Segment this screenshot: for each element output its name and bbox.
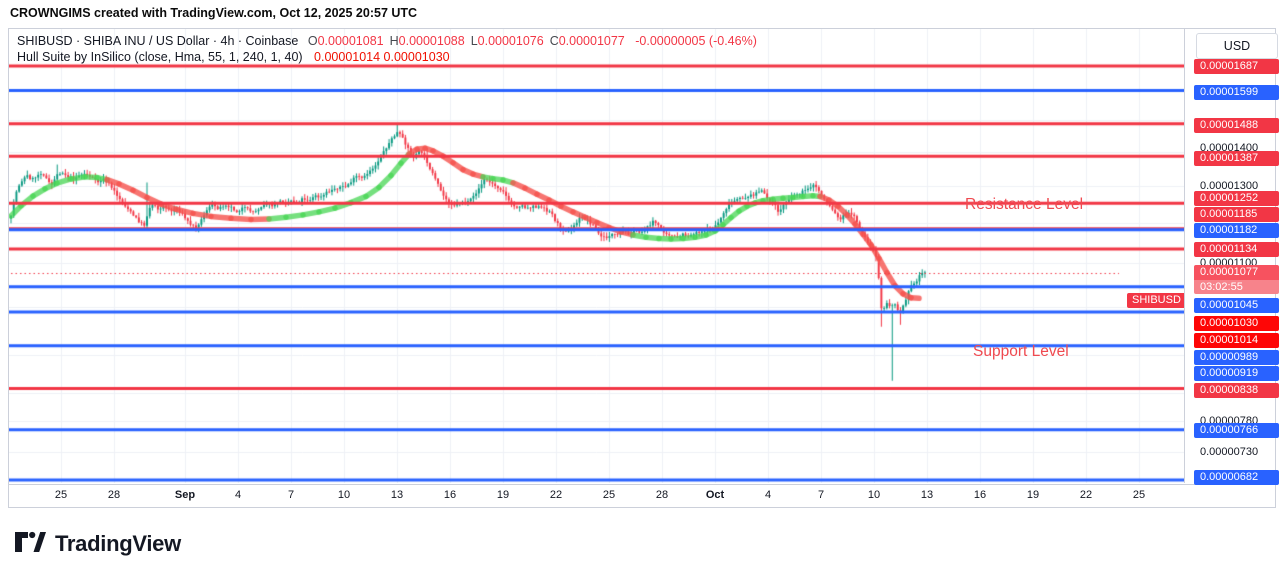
time-axis-label: 25 bbox=[602, 489, 616, 501]
resistance-level-label: Resistance Level bbox=[965, 196, 1084, 213]
time-axis-label: Sep bbox=[174, 489, 196, 501]
time-axis-label: 16 bbox=[443, 489, 457, 501]
ohlc-key: H bbox=[389, 34, 399, 48]
time-axis-label: 13 bbox=[920, 489, 934, 501]
time-axis-label: 28 bbox=[107, 489, 121, 501]
time-axis-label: 19 bbox=[496, 489, 510, 501]
time-axis-label: 22 bbox=[1079, 489, 1093, 501]
price-axis-label: 0.00000838 bbox=[1194, 382, 1279, 398]
indicator-name: Hull Suite by InSilico (close, Hma, 55, … bbox=[17, 50, 303, 64]
last-price-badge: 0.00001077 03:02:55 bbox=[1194, 265, 1279, 294]
price-axis-label: 0.00001014 bbox=[1194, 332, 1279, 348]
time-axis-label: 7 bbox=[287, 489, 295, 501]
bar-countdown: 03:02:55 bbox=[1194, 280, 1279, 294]
currency-toggle-button[interactable]: USD bbox=[1196, 33, 1278, 59]
time-axis-label: 10 bbox=[867, 489, 881, 501]
chart-widget: SHIBUSD · SHIBA INU / US Dollar · 4h · C… bbox=[8, 28, 1279, 508]
price-axis-label: 0.00001687 bbox=[1194, 58, 1279, 74]
time-axis-label: 7 bbox=[817, 489, 825, 501]
price-axis-label: 0.00001182 bbox=[1194, 222, 1279, 238]
chart-plot-area[interactable]: SHIBUSD · SHIBA INU / US Dollar · 4h · C… bbox=[9, 29, 1185, 483]
price-axis-label: 0.00000730 bbox=[1200, 445, 1259, 458]
time-axis-label: 22 bbox=[549, 489, 563, 501]
price-axis-label: 0.00001300 bbox=[1200, 179, 1259, 192]
price-axis-label: 0.00001252 bbox=[1194, 190, 1279, 206]
price-axis-label: 0.00001488 bbox=[1194, 117, 1279, 133]
price-axis-label: 0.00001185 bbox=[1194, 206, 1279, 222]
ohlc-key: C bbox=[549, 34, 559, 48]
price-axis-label: 0.00001387 bbox=[1194, 150, 1279, 166]
tradingview-logo[interactable]: TradingView bbox=[12, 524, 181, 563]
last-price-value: 0.00001077 bbox=[1194, 265, 1279, 280]
time-axis[interactable]: 25 28 Sep 4 7 10 13 16 19 22 25 28 Oct 4 7 10 13 16 19 22 25 bbox=[9, 484, 1275, 507]
price-axis-label: 0.00001030 bbox=[1194, 315, 1279, 331]
time-axis-label: 13 bbox=[390, 489, 404, 501]
chart-legend[interactable]: SHIBUSD · SHIBA INU / US Dollar · 4h · C… bbox=[17, 33, 757, 65]
price-axis-label: 0.00000989 bbox=[1194, 349, 1279, 365]
time-axis-label: 25 bbox=[1132, 489, 1146, 501]
symbol-price-tag: SHIBUSD bbox=[1127, 293, 1184, 308]
indicator-values: 0.00001014 0.00001030 bbox=[314, 50, 450, 64]
watermark-title: CROWNGIMS created with TradingView.com, … bbox=[10, 6, 418, 20]
support-level-label: Support Level bbox=[973, 343, 1069, 360]
price-axis-label: 0.00001134 bbox=[1194, 241, 1279, 257]
time-axis-label: 25 bbox=[54, 489, 68, 501]
price-axis-label: 0.00000766 bbox=[1194, 422, 1279, 438]
time-axis-label: 4 bbox=[234, 489, 242, 501]
ohlc-value: 0.00001077 bbox=[558, 34, 625, 48]
ohlc-value: 0.00001081 bbox=[317, 34, 384, 48]
price-axis-label: 0.00000682 bbox=[1194, 469, 1279, 485]
legend-symbol-row[interactable]: SHIBUSD · SHIBA INU / US Dollar · 4h · C… bbox=[17, 33, 757, 49]
ohlc-key: O bbox=[307, 34, 318, 48]
time-axis-label: 19 bbox=[1026, 489, 1040, 501]
time-axis-label: 10 bbox=[337, 489, 351, 501]
time-axis-label: Oct bbox=[705, 489, 725, 501]
price-axis-label: 0.00001599 bbox=[1194, 84, 1279, 100]
time-axis-label: 4 bbox=[764, 489, 772, 501]
tradingview-logo-text: TradingView bbox=[55, 530, 181, 556]
symbol-description: SHIBUSD · SHIBA INU / US Dollar · 4h · C… bbox=[17, 34, 299, 48]
price-chart-canvas[interactable] bbox=[9, 29, 1184, 483]
price-axis[interactable]: USD 0.00001077 03:02:55 0.00001687 0.0000… bbox=[1185, 29, 1279, 485]
legend-indicator-row[interactable]: Hull Suite by InSilico (close, Hma, 55, … bbox=[17, 49, 757, 65]
price-axis-label: 0.00001045 bbox=[1194, 297, 1279, 313]
ohlc-key: L bbox=[470, 34, 478, 48]
change-value: -0.00000005 (-0.46%) bbox=[635, 34, 757, 48]
time-axis-label: 28 bbox=[655, 489, 669, 501]
time-axis-label: 16 bbox=[973, 489, 987, 501]
price-axis-label: 0.00000919 bbox=[1194, 365, 1279, 381]
tradingview-logo-icon bbox=[12, 524, 46, 563]
ohlc-value: 0.00001076 bbox=[477, 34, 544, 48]
ohlc-value: 0.00001088 bbox=[398, 34, 465, 48]
ohlc-values: O0.00001081 H0.00001088 L0.00001076 C0.0000… bbox=[302, 34, 625, 48]
